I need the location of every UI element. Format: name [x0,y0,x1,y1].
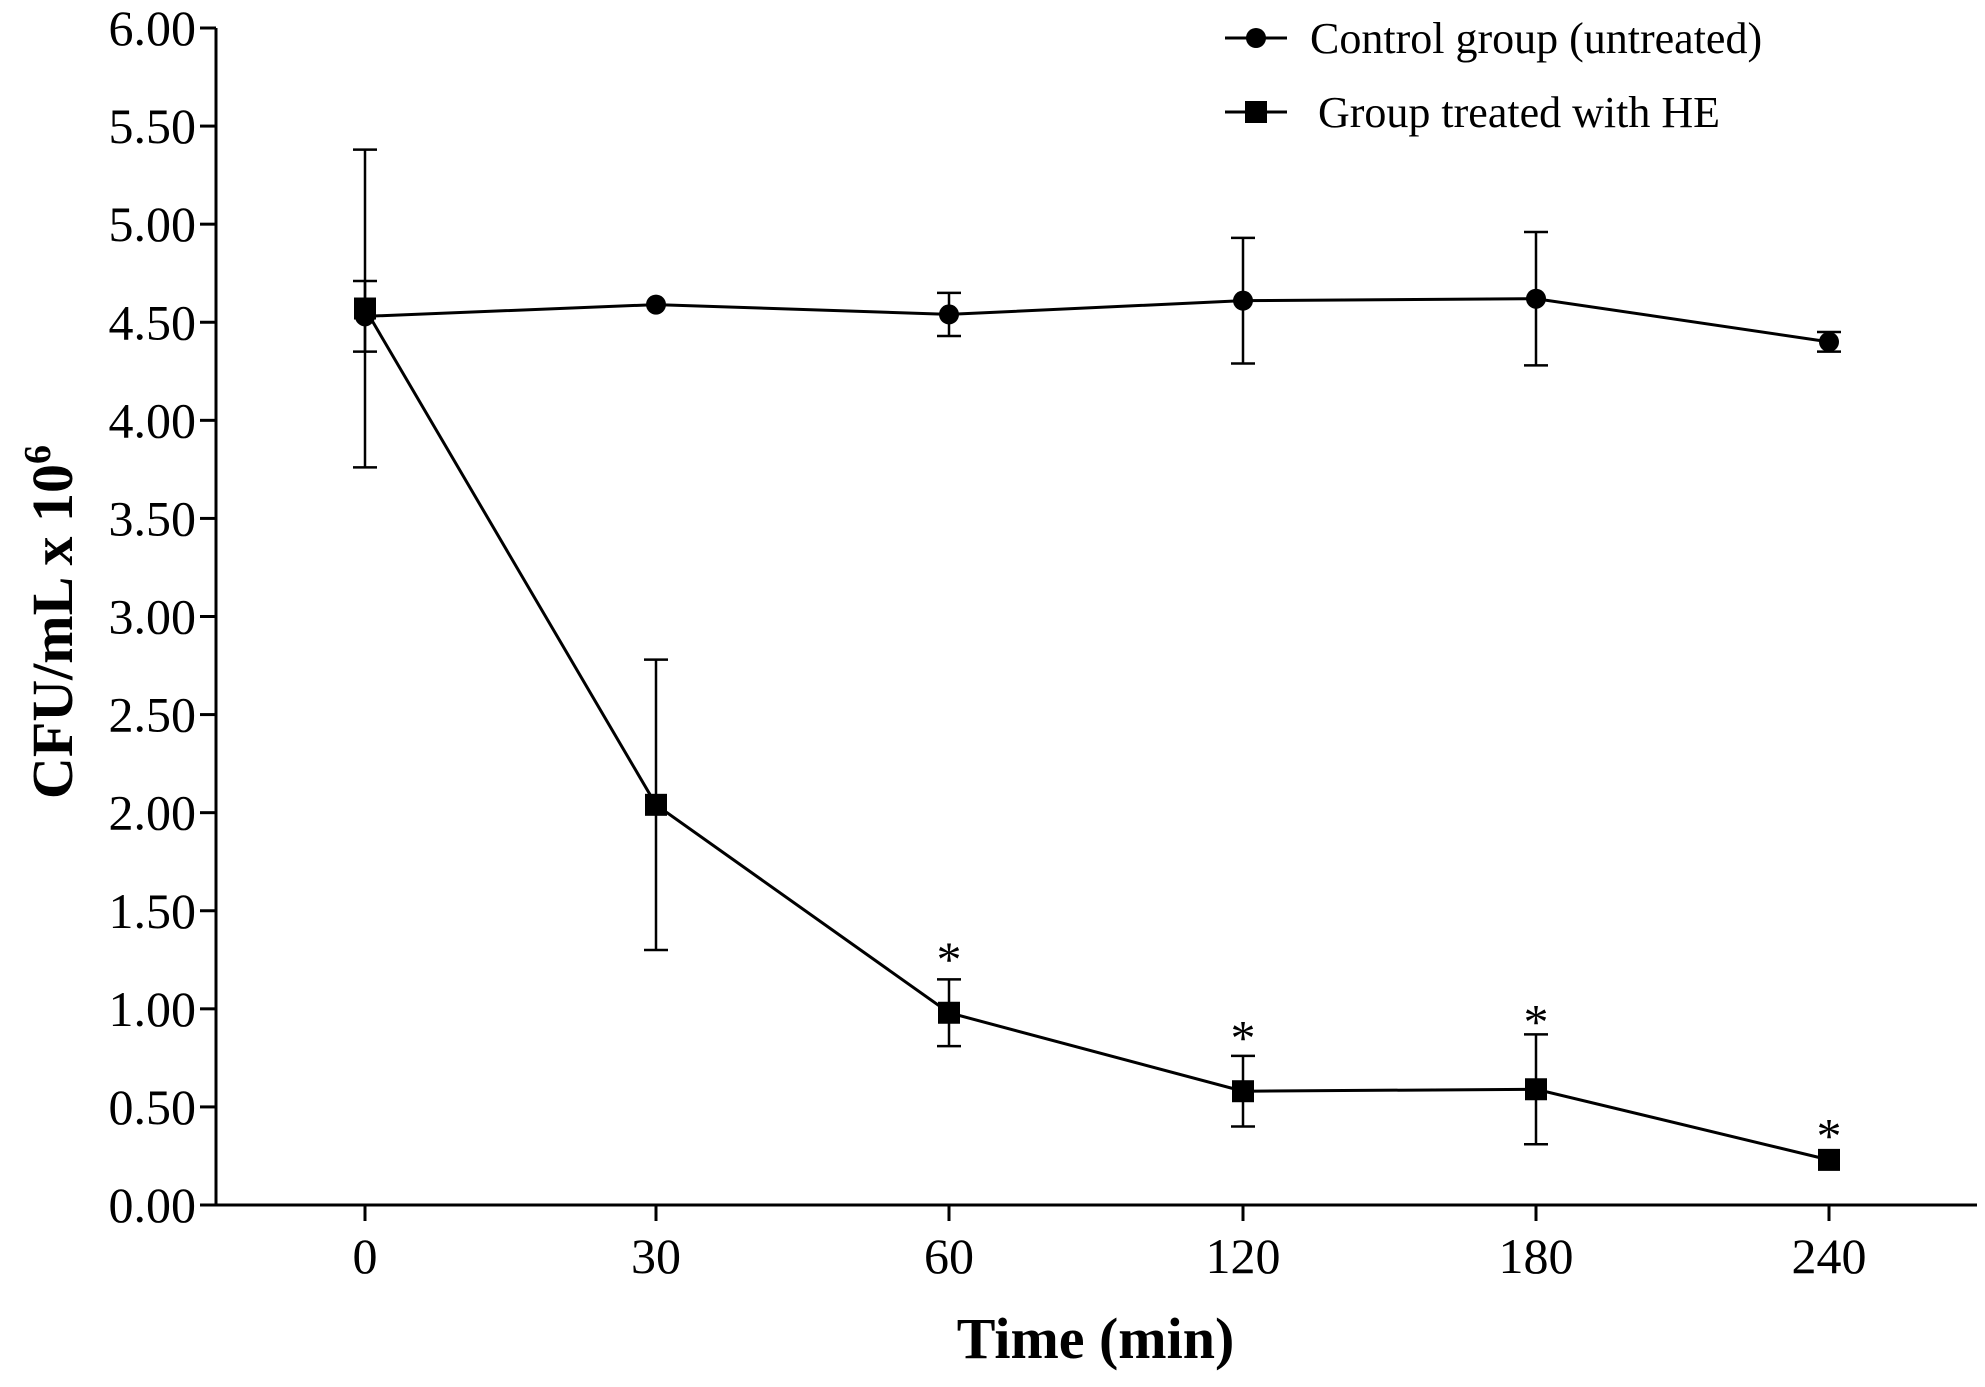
y-axis-ticks: 0.00 0.50 1.00 1.50 2.00 2.50 3.00 3.50 4.00 4.50… [109,0,216,1233]
y-tick-label: 3.50 [109,490,197,546]
significance-asterisk: * [1231,1009,1256,1065]
x-axis-title: Time (min) [957,1306,1235,1371]
y-tick-label: 5.50 [109,98,197,154]
data-point-square [938,1001,960,1024]
x-axis-ticks: 0 30 60 120 180 240 [353,1205,1867,1284]
data-point-square [1232,1080,1254,1103]
y-tick-label: 4.50 [109,294,197,350]
significance-asterisk: * [1524,994,1549,1050]
x-tick-label: 60 [924,1228,974,1284]
x-tick-label: 120 [1206,1228,1281,1284]
y-tick-label: 0.50 [109,1079,197,1135]
axes [214,28,1977,1207]
data-point-circle [1526,288,1546,309]
y-tick-label: 3.00 [109,589,197,645]
series-layer [353,148,1841,1171]
series-control [353,230,1841,367]
series-line [364,297,1830,344]
y-tick-label: 2.00 [109,785,197,841]
data-point-square [1818,1148,1840,1171]
legend-marker-square [1245,101,1267,123]
y-tick-label: 4.00 [109,392,197,448]
significance-asterisk: * [937,931,962,987]
data-point-square [1525,1078,1547,1101]
data-point-square [645,793,667,816]
data-point-square [354,297,376,320]
x-tick-label: 180 [1499,1228,1574,1284]
data-point-circle [1819,331,1839,352]
data-point-circle [1233,290,1253,311]
legend-marker-circle [1246,28,1266,48]
legend-label: Control group (untreated) [1310,14,1762,63]
legend-label: Group treated with HE [1318,88,1720,137]
x-tick-label: 240 [1792,1228,1867,1284]
legend-item: Control group (untreated) [1225,14,1762,63]
y-tick-label: 0.00 [109,1177,197,1233]
y-axis-title: CFU/mL x 106 [17,445,85,799]
y-tick-label: 1.50 [109,883,197,939]
legend-item: Group treated with HE [1225,88,1720,137]
y-axis-title-exponent: 6 [17,445,59,464]
y-tick-label: 1.00 [109,981,197,1037]
significance-asterisk: * [1817,1107,1842,1163]
annotations: * * * * [937,931,1842,1164]
data-point-circle [939,304,959,325]
y-tick-label: 2.50 [109,687,197,743]
data-point-circle [646,294,666,315]
y-tick-label: 6.00 [109,0,197,56]
y-tick-label: 5.00 [109,196,197,252]
y-axis-title-main: CFU/mL x 10 [20,464,85,799]
series-line [363,307,1830,1162]
series-treated [353,148,1840,1171]
x-tick-label: 0 [353,1228,378,1284]
x-tick-label: 30 [631,1228,681,1284]
legend: Control group (untreated) Group treated w… [1225,14,1762,137]
